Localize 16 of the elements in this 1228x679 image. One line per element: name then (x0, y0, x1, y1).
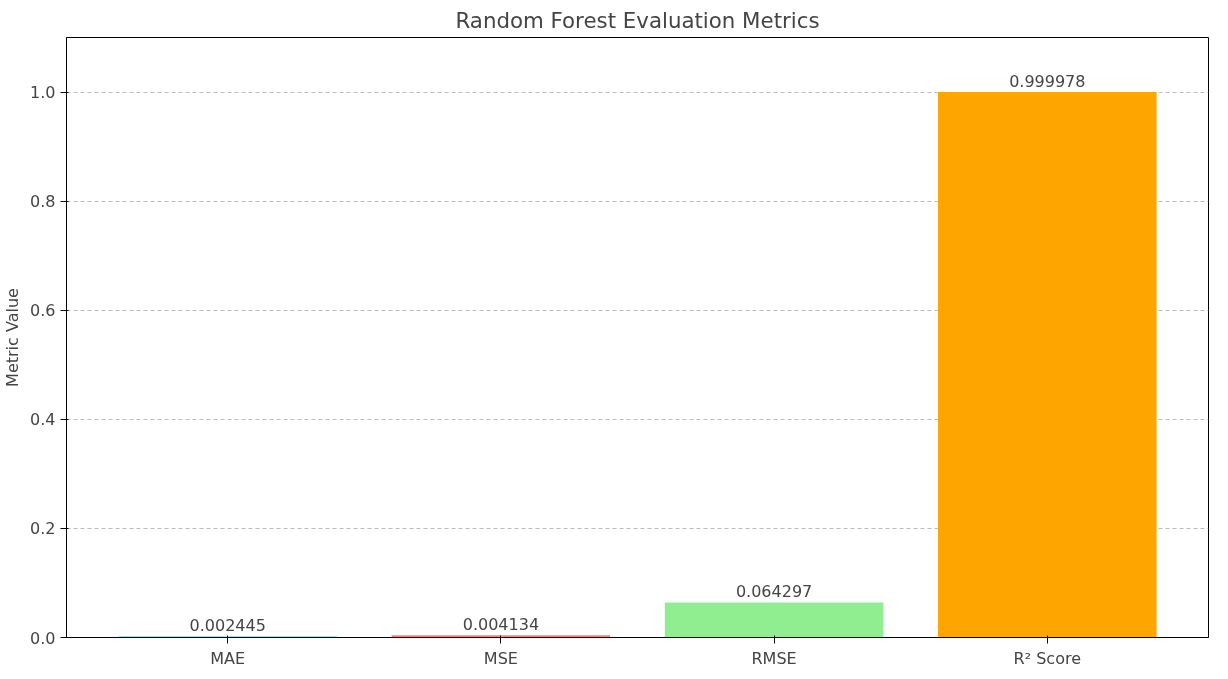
data-label: 0.999978 (1009, 72, 1086, 92)
data-label: 0.004134 (462, 615, 540, 635)
y-tick-label: 0.0 (30, 628, 56, 648)
y-tick-label: 0.4 (30, 410, 56, 430)
data-label: 0.002445 (189, 616, 266, 636)
data-label: 0.064297 (735, 582, 813, 602)
y-tick-label: 0.2 (30, 519, 56, 539)
x-tick-label: MSE (483, 648, 518, 668)
chart-title: Random Forest Evaluation Metrics (455, 7, 820, 33)
y-axis-title: Metric Value (3, 288, 23, 387)
x-tick-label: MAE (210, 648, 246, 668)
x-tick-label: R² Score (1013, 648, 1082, 668)
y-tick-label: 1.0 (30, 83, 56, 103)
y-tick-label: 0.8 (30, 192, 56, 212)
x-tick-label: RMSE (751, 648, 797, 668)
y-tick-label: 0.6 (30, 301, 56, 321)
